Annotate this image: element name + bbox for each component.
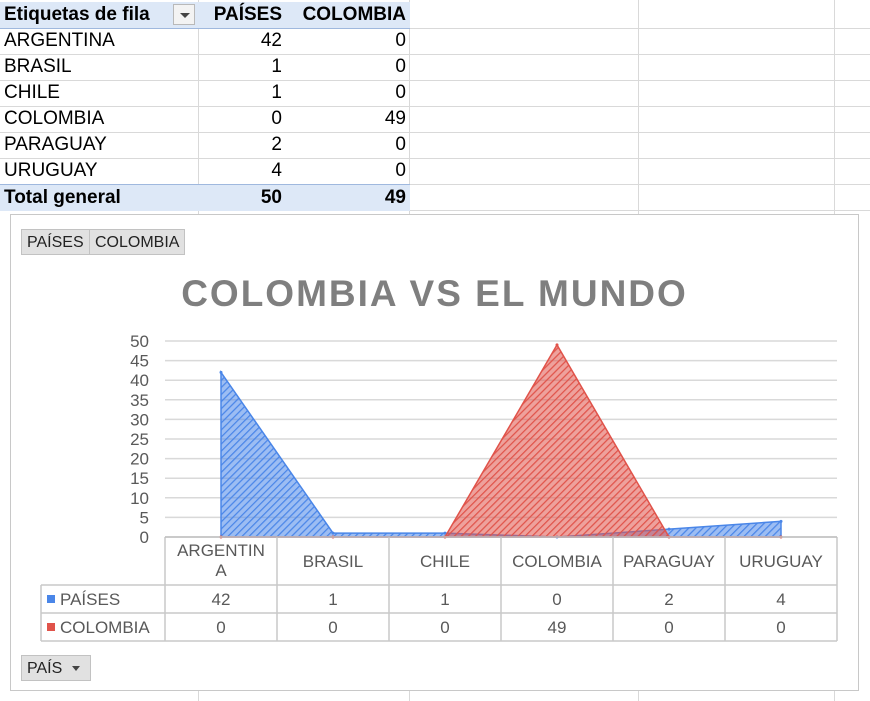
data-table-value: 0 (664, 618, 673, 637)
colombia-value: 49 (384, 108, 406, 129)
data-table-value: 0 (440, 618, 449, 637)
row-label: URUGUAY (4, 160, 98, 181)
row-label: COLOMBIA (4, 108, 105, 129)
x-category-label: PARAGUAY (623, 552, 715, 571)
data-table-value: 49 (548, 618, 567, 637)
grid-line (0, 132, 870, 133)
x-category-label: CHILE (420, 552, 470, 571)
y-tick-label: 50 (130, 332, 149, 351)
pivot-row[interactable]: CHILE 1 0 (0, 80, 410, 106)
chart-title: COLOMBIA VS EL MUNDO (181, 273, 688, 314)
pais-filter-button[interactable]: PAÍS (21, 655, 92, 681)
data-point (219, 370, 223, 374)
row-filter-dropdown-button[interactable] (173, 4, 195, 25)
row-labels-header: Etiquetas de fila (4, 4, 150, 25)
paises-value: 1 (271, 82, 282, 103)
data-table-value: 0 (776, 618, 785, 637)
pivot-row[interactable]: BRASIL 1 0 (0, 54, 410, 80)
colombia-value: 0 (395, 56, 406, 77)
colombia-value: 0 (395, 30, 406, 51)
data-point (555, 343, 559, 347)
legend-key (47, 595, 55, 603)
y-tick-label: 25 (130, 430, 149, 449)
colombia-value: 0 (395, 160, 406, 181)
row-label: ARGENTINA (4, 30, 115, 51)
total-label: Total general (4, 187, 121, 208)
grid-line (0, 54, 870, 55)
y-tick-label: 40 (130, 371, 149, 390)
chevron-down-icon (72, 666, 81, 672)
paises-value: 42 (260, 30, 282, 51)
grid-line (0, 158, 870, 159)
pivot-row[interactable]: PARAGUAY 2 0 (0, 132, 410, 158)
row-label: PARAGUAY (4, 134, 107, 155)
pivot-row[interactable]: COLOMBIA 0 49 (0, 106, 410, 132)
paises-value: 4 (271, 160, 282, 181)
grid-line (0, 28, 870, 29)
legend-key (47, 623, 55, 631)
y-tick-label: 20 (130, 450, 149, 469)
x-category-label: COLOMBIA (512, 552, 602, 571)
row-label: CHILE (4, 82, 60, 103)
data-point (779, 519, 783, 523)
grid-line (0, 210, 870, 211)
data-table-value: 1 (328, 590, 337, 609)
data-point (667, 527, 671, 531)
y-tick-label: 45 (130, 352, 149, 371)
colombia-column-header: COLOMBIA (302, 4, 406, 25)
legend-series-label: COLOMBIA (60, 618, 150, 637)
pivot-total-row[interactable]: Total general 50 49 (0, 184, 410, 211)
x-category-label: BRASIL (303, 552, 363, 571)
data-table-value: 4 (776, 590, 785, 609)
y-tick-label: 0 (140, 528, 149, 547)
pivot-row[interactable]: URUGUAY 4 0 (0, 158, 410, 184)
y-tick-label: 5 (140, 508, 149, 527)
x-category-label: A (215, 561, 227, 580)
y-tick-label: 30 (130, 410, 149, 429)
grid-line (0, 106, 870, 107)
paises-column-header: PAÍSES (213, 4, 282, 25)
row-label: BRASIL (4, 56, 72, 77)
colombia-value: 0 (395, 82, 406, 103)
pivot-row[interactable]: ARGENTINA 42 0 (0, 28, 410, 54)
colombia-value: 0 (395, 134, 406, 155)
y-tick-label: 15 (130, 469, 149, 488)
x-category-label: URUGUAY (739, 552, 823, 571)
paises-value: 2 (271, 134, 282, 155)
paises-value: 0 (271, 108, 282, 129)
paises-field-button[interactable]: PAÍSES (21, 229, 90, 255)
colombia-field-button[interactable]: COLOMBIA (89, 229, 186, 255)
paises-value: 1 (271, 56, 282, 77)
data-point (443, 531, 447, 535)
y-tick-label: 35 (130, 391, 149, 410)
data-table-value: 0 (216, 618, 225, 637)
data-point (331, 531, 335, 535)
grid-line (0, 80, 870, 81)
legend-series-label: PAÍSES (60, 590, 120, 609)
x-category-label: ARGENTIN (177, 541, 265, 560)
grid-line (0, 184, 870, 185)
data-table-value: 0 (328, 618, 337, 637)
colombia-total: 49 (384, 187, 406, 208)
data-table-value: 2 (664, 590, 673, 609)
pais-filter-label: PAÍS (27, 660, 63, 677)
y-tick-label: 10 (130, 489, 149, 508)
data-table-value: 0 (552, 590, 561, 609)
pivot-header-row: Etiquetas de fila PAÍSES COLOMBIA (0, 2, 410, 29)
paises-total: 50 (260, 187, 282, 208)
data-table-value: 42 (212, 590, 231, 609)
data-table-value: 1 (440, 590, 449, 609)
